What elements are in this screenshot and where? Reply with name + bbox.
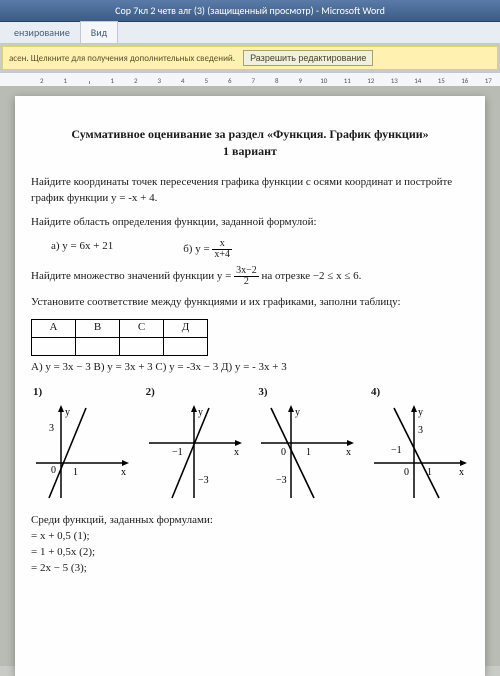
task-1: Найдите координаты точек пересечения гра… xyxy=(31,175,469,207)
g2-m3: −3 xyxy=(198,475,209,486)
g3-y: y xyxy=(295,407,300,418)
frac3-den: 2 xyxy=(234,277,259,287)
function-options: А) y = 3x − 3 В) y = 3x + 3 С) y = -3x −… xyxy=(31,360,469,376)
task-5: Среди функций, заданных формулами: = x +… xyxy=(31,513,469,577)
formula-2: = 1 + 0,5x (2); xyxy=(31,545,469,561)
window-titlebar: Сор 7кл 2 четв алг (3) (защищенный просм… xyxy=(0,0,500,22)
g3-m3: −3 xyxy=(276,475,287,486)
graph-1-label: 1) xyxy=(33,385,42,401)
graph-1-svg: y x 0 1 3 xyxy=(31,403,131,503)
g4-0: 0 xyxy=(404,467,409,478)
ruler-mark: 4 xyxy=(171,76,195,85)
formula-1: = x + 0,5 (1); xyxy=(31,529,469,545)
warning-text: асен. Щелкните для получения дополнитель… xyxy=(9,53,235,64)
graph-3: 3) y x 0 1 −3 xyxy=(256,385,356,503)
th-a: А xyxy=(32,319,76,337)
ruler-mark: 12 xyxy=(359,76,383,85)
frac-den: x+4 xyxy=(212,250,232,260)
g3-x: x xyxy=(346,447,351,458)
cell-d xyxy=(164,337,208,355)
task-2b: б) y = xx+4 xyxy=(183,239,232,260)
g3-0: 0 xyxy=(281,447,286,458)
document-page: Суммативное оценивание за раздел «Функци… xyxy=(15,96,485,676)
task-2a: а) y = 6x + 21 xyxy=(51,239,113,260)
th-b: В xyxy=(76,319,120,337)
ruler-mark: 3 xyxy=(148,76,172,85)
tab-view[interactable]: Вид xyxy=(80,21,118,43)
g1-0: 0 xyxy=(51,465,56,476)
ruler-mark: 14 xyxy=(406,76,430,85)
g1-x: x xyxy=(121,467,126,478)
g4-m1: −1 xyxy=(391,445,402,456)
fraction-3: 3x−22 xyxy=(234,266,259,287)
graph-2-label: 2) xyxy=(146,385,155,401)
task-2: Найдите область определения функции, зад… xyxy=(31,215,469,231)
ruler-mark: 7 xyxy=(242,76,266,85)
g2-m1: −1 xyxy=(172,447,183,458)
g4-3: 3 xyxy=(418,425,423,436)
g4-y: y xyxy=(418,407,423,418)
ruler-mark: 2 xyxy=(30,76,54,85)
doc-subtitle: 1 вариант xyxy=(31,143,469,160)
ruler-mark: 1 xyxy=(54,76,78,85)
ruler-mark: 11 xyxy=(336,76,360,85)
doc-title: Суммативное оценивание за раздел «Функци… xyxy=(31,126,469,143)
g2-x: x xyxy=(234,447,239,458)
task-2b-label: б) y = xyxy=(183,243,212,255)
graph-4-label: 4) xyxy=(371,385,380,401)
document-area: Суммативное оценивание за раздел «Функци… xyxy=(0,86,500,666)
task-5-text: Среди функций, заданных формулами: xyxy=(31,513,469,529)
match-table: А В С Д xyxy=(31,319,208,356)
task-3a: Найдите множество значений функции y = xyxy=(31,270,234,282)
graph-2: 2) y x −1 −3 xyxy=(144,385,244,503)
ruler-mark: 16 xyxy=(453,76,477,85)
ruler-mark: 15 xyxy=(430,76,454,85)
graphs-row: 1) y x 0 1 3 2) xyxy=(31,385,469,503)
fraction-2b: xx+4 xyxy=(212,239,232,260)
frac3-num: 3x−2 xyxy=(234,266,259,277)
ruler-mark: 17 xyxy=(477,76,500,85)
g1-y: y xyxy=(65,407,70,418)
g1-1: 1 xyxy=(73,467,78,478)
window-title: Сор 7кл 2 четв алг (3) (защищенный просм… xyxy=(115,4,385,17)
ruler-mark: 1 xyxy=(101,76,125,85)
task-3: Найдите множество значений функции y = 3… xyxy=(31,266,469,287)
ruler-mark: 6 xyxy=(218,76,242,85)
formula-3: = 2x − 5 (3); xyxy=(31,561,469,577)
ruler-mark: 10 xyxy=(312,76,336,85)
ruler-mark: 2 xyxy=(124,76,148,85)
th-d: Д xyxy=(164,319,208,337)
graph-2-svg: y x −1 −3 xyxy=(144,403,244,503)
tab-review[interactable]: ензирование xyxy=(4,22,80,43)
g4-x: x xyxy=(459,467,464,478)
ribbon-tabs: ензирование Вид xyxy=(0,22,500,44)
graph-4-svg: y x 0 1 3 −1 xyxy=(369,403,469,503)
task-4: Установите соответствие между функциями … xyxy=(31,295,469,311)
enable-editing-button[interactable]: Разрешить редактирование xyxy=(243,50,373,66)
ruler-mark: 9 xyxy=(289,76,313,85)
g3-1: 1 xyxy=(306,447,311,458)
task-2-parts: а) y = 6x + 21 б) y = xx+4 xyxy=(51,239,469,260)
th-c: С xyxy=(120,319,164,337)
cell-b xyxy=(76,337,120,355)
g2-y: y xyxy=(198,407,203,418)
graph-4: 4) y x 0 1 3 −1 xyxy=(369,385,469,503)
cell-c xyxy=(120,337,164,355)
graph-1: 1) y x 0 1 3 xyxy=(31,385,131,503)
ruler-mark: 13 xyxy=(383,76,407,85)
graph-3-label: 3) xyxy=(258,385,267,401)
ruler-mark: 8 xyxy=(265,76,289,85)
ruler-mark: 5 xyxy=(195,76,219,85)
g1-3: 3 xyxy=(49,423,54,434)
protected-view-bar: асен. Щелкните для получения дополнитель… xyxy=(2,46,498,70)
graph-3-svg: y x 0 1 −3 xyxy=(256,403,356,503)
cell-a xyxy=(32,337,76,355)
frac-num: x xyxy=(212,239,232,250)
task-3b: на отрезке −2 ≤ x ≤ 6. xyxy=(259,270,362,282)
